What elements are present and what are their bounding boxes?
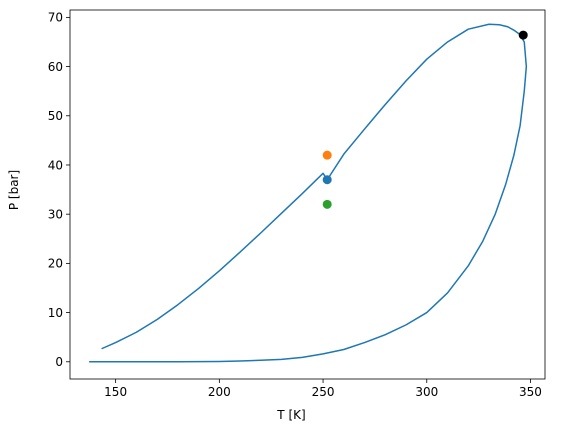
x-axis-title: T [K] (276, 408, 305, 422)
x-tick-label: 300 (415, 385, 438, 399)
y-tick-label: 10 (48, 306, 63, 320)
y-axis-title: P [bar] (7, 170, 21, 210)
data-point-2 (322, 150, 332, 160)
y-tick-label: 40 (48, 158, 63, 172)
y-tick-label: 70 (48, 11, 63, 25)
y-tick-label: 20 (48, 257, 63, 271)
y-tick-label: 30 (48, 207, 63, 221)
y-tick-label: 60 (48, 60, 63, 74)
y-axis: 0 10 20 30 40 50 60 70 (48, 11, 70, 369)
x-tick-label: 250 (312, 385, 335, 399)
phase-envelope-line (88, 23, 528, 363)
x-axis: 150 200 250 300 350 (104, 379, 542, 399)
x-tick-label: 150 (104, 385, 127, 399)
y-tick-label: 0 (55, 355, 63, 369)
data-point-1 (322, 175, 332, 185)
axes-frame (69, 9, 546, 380)
y-tick-label: 50 (48, 109, 63, 123)
data-point-4 (518, 30, 528, 40)
data-point-3 (322, 199, 332, 209)
x-tick-label: 350 (519, 385, 542, 399)
plot-area (88, 23, 528, 363)
x-tick-label: 200 (208, 385, 231, 399)
